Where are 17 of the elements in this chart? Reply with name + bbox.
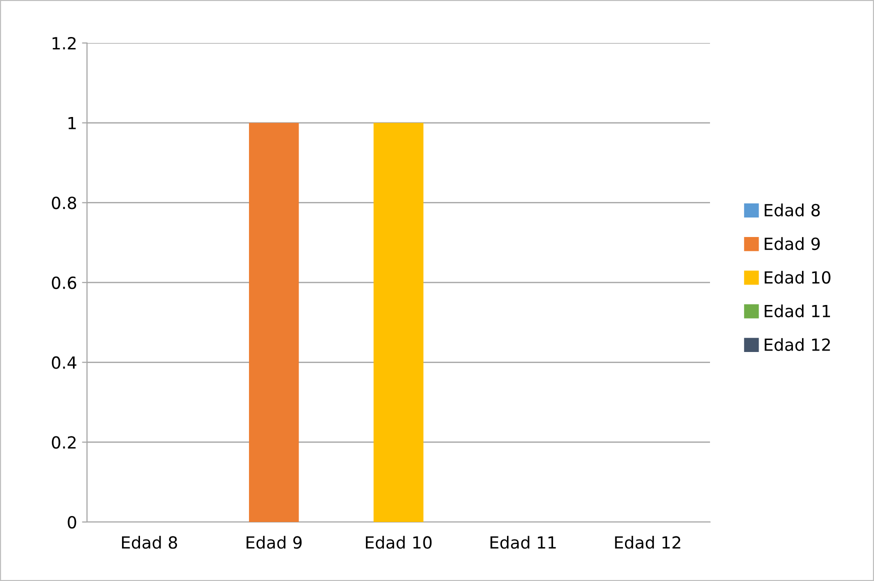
legend-label: Edad 12 [764, 338, 830, 351]
legend-label: Edad 9 [764, 237, 820, 250]
y-tick-label: 0.4 [52, 356, 76, 369]
x-tick-label: Edad 12 [615, 536, 680, 549]
x-tick-label: Edad 9 [246, 536, 302, 549]
legend-label: Edad 8 [764, 204, 820, 216]
x-tick-label: Edad 8 [122, 536, 178, 549]
y-tick-label: 0.6 [52, 276, 76, 290]
legend-label: Edad 10 [764, 270, 830, 284]
y-tick-label: 0 [68, 516, 76, 529]
x-tick-label: Edad 11 [490, 536, 556, 549]
y-tick-label: 1.2 [52, 36, 76, 50]
legend-label: Edad 11 [764, 304, 830, 318]
y-tick-label: 1 [68, 117, 76, 130]
x-tick-label: Edad 10 [366, 536, 432, 549]
y-tick-label: 0.8 [52, 196, 76, 210]
y-tick-label: 0.2 [52, 436, 76, 449]
